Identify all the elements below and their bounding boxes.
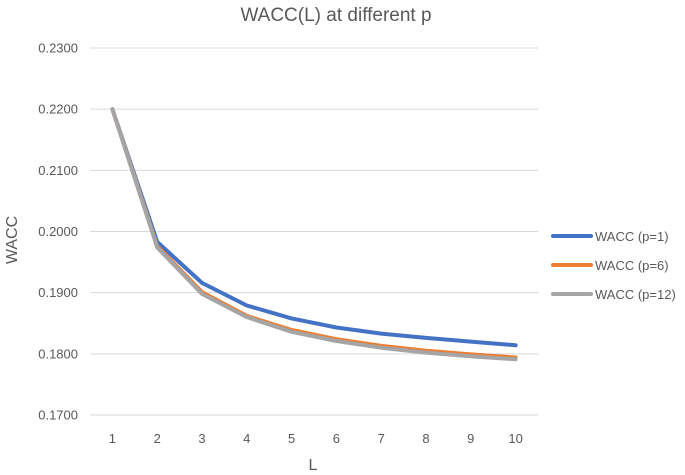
series-line-3 (110, 107, 518, 362)
x-tick-label: 5 (288, 431, 295, 446)
series-line-2 (110, 107, 518, 360)
y-tick-label: 0.2000 (38, 224, 78, 239)
y-axis-label: WACC (4, 216, 21, 264)
series-lines (110, 107, 518, 362)
legend-label-3: WACC (p=12) (595, 287, 676, 302)
y-tick-label: 0.2200 (38, 102, 78, 117)
legend-label-2: WACC (p=6) (595, 258, 669, 273)
y-axis-ticks: 0.1700 0.1800 0.1900 0.2000 0.2100 0.2200 0.23… (38, 41, 78, 423)
y-tick-label: 0.2300 (38, 41, 78, 56)
x-tick-label: 9 (467, 431, 474, 446)
y-tick-label: 0.1900 (38, 285, 78, 300)
x-tick-label: 8 (422, 431, 429, 446)
y-tick-label: 0.1700 (38, 408, 78, 423)
x-tick-label: 2 (154, 431, 161, 446)
x-tick-label: 4 (243, 431, 250, 446)
x-tick-label: 1 (109, 431, 116, 446)
gridlines (90, 47, 538, 416)
y-tick-label: 0.2100 (38, 163, 78, 178)
x-tick-label: 3 (198, 431, 205, 446)
legend-label-1: WACC (p=1) (595, 229, 669, 244)
legend: WACC (p=1) WACC (p=6) WACC (p=12) (551, 229, 676, 302)
x-axis-ticks: 1 2 3 4 5 6 7 8 9 10 (109, 431, 523, 446)
x-axis-label: L (309, 457, 318, 474)
x-tick-label: 6 (333, 431, 340, 446)
x-tick-label: 10 (508, 431, 522, 446)
chart-title: WACC(L) at different p (240, 5, 431, 26)
y-tick-label: 0.1800 (38, 346, 78, 361)
x-tick-label: 7 (378, 431, 385, 446)
series-line-1 (110, 107, 518, 348)
